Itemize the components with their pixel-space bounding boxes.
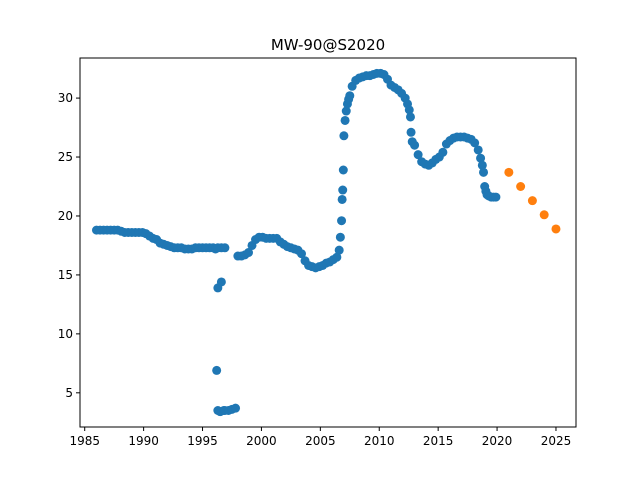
data-point: [551, 224, 561, 234]
data-point: [216, 277, 226, 287]
x-tick-label: 2010: [364, 434, 395, 448]
plot-frame: [79, 57, 577, 428]
data-point: [334, 245, 344, 255]
data-point: [341, 106, 351, 116]
y-tick-label: 20: [58, 209, 73, 223]
x-tick-label: 1995: [187, 434, 218, 448]
x-tick-label: 1985: [69, 434, 100, 448]
data-point: [491, 192, 501, 202]
data-point: [337, 194, 347, 204]
data-point: [413, 150, 423, 160]
chart-title: MW-90@S2020: [271, 36, 385, 54]
data-point: [477, 160, 487, 170]
data-point: [332, 252, 342, 262]
data-point: [339, 131, 349, 141]
data-point: [527, 196, 537, 206]
data-point: [243, 248, 253, 258]
y-tick-label: 25: [58, 150, 73, 164]
data-point: [504, 167, 514, 177]
data-point: [404, 105, 414, 115]
x-tick-label: 2005: [305, 434, 336, 448]
data-point: [345, 91, 355, 101]
data-points: [91, 68, 561, 417]
data-point: [476, 153, 486, 163]
data-point: [231, 403, 241, 413]
data-point: [516, 182, 526, 191]
data-point: [405, 112, 415, 122]
y-axis: 5 10 15 20 25 30: [58, 91, 80, 400]
data-point: [406, 127, 416, 137]
data-point: [340, 115, 350, 125]
data-point: [220, 243, 230, 253]
x-tick-label: 2025: [541, 434, 572, 448]
data-point: [335, 232, 345, 242]
data-point: [470, 138, 480, 148]
data-point: [410, 140, 420, 150]
data-point: [539, 210, 549, 220]
y-tick-label: 15: [58, 268, 73, 282]
x-tick-label: 2020: [482, 434, 513, 448]
y-tick-label: 30: [58, 91, 73, 105]
data-point: [479, 167, 489, 177]
data-point: [473, 145, 483, 155]
data-point: [337, 216, 347, 226]
data-point: [438, 147, 448, 157]
data-point: [338, 165, 348, 175]
x-axis: 1985 1990 1995 2000 2005 2010 2015 2020 2025: [69, 427, 571, 448]
y-tick-label: 10: [58, 327, 73, 341]
data-point: [212, 365, 222, 375]
data-point: [338, 185, 348, 195]
x-tick-label: 2015: [423, 434, 454, 448]
x-tick-label: 2000: [246, 434, 277, 448]
y-tick-label: 5: [65, 386, 73, 400]
x-tick-label: 1990: [128, 434, 159, 448]
data-point: [296, 249, 306, 259]
